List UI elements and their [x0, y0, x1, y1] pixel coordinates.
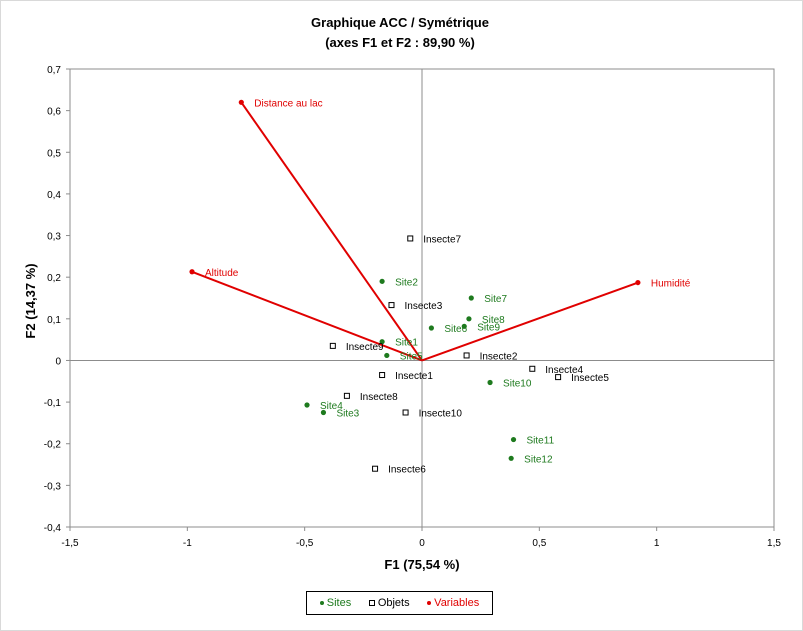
vectors-layer	[191, 101, 639, 362]
site-point-site7	[468, 295, 474, 301]
objet-point-insecte3	[388, 302, 395, 309]
point-label-site7: Site7	[484, 294, 507, 305]
point-label-site11: Site11	[527, 436, 555, 447]
point-label-site3: Site3	[336, 409, 359, 420]
objet-point-insecte7	[407, 235, 414, 242]
x-tick-label: -0,5	[296, 538, 314, 549]
objet-point-insecte10	[402, 409, 409, 416]
y-tick-label: -0,2	[44, 440, 62, 451]
legend-label-objets: Objets	[377, 597, 410, 609]
point-label-insecte6: Insecte6	[388, 465, 426, 476]
site-point-site9	[461, 323, 467, 329]
legend-dot-icon	[319, 601, 324, 605]
vector-distance-au-lac	[240, 101, 423, 362]
site-point-site1	[379, 339, 385, 345]
x-tick-label: 1,5	[767, 538, 781, 549]
point-label-insecte2: Insecte2	[480, 351, 518, 362]
point-label-insecte9: Insecte9	[346, 342, 384, 353]
legend-label-variables: Variables	[434, 597, 480, 609]
ticks-layer: -1,5 -1 -0,5 0 0,5 1 1,5 -0,4 -0,3 -0,2 -0,1 0 0,1 0,…	[44, 65, 782, 549]
legend-item-variables: Variables	[427, 597, 479, 609]
point-label-insecte1: Insecte1	[395, 371, 433, 382]
site-point-site3	[320, 409, 327, 416]
points-layer	[189, 99, 641, 472]
y-tick-label: -0,1	[44, 398, 62, 409]
site-point-site5	[384, 352, 390, 359]
variable-point-distance-au-lac	[238, 99, 244, 105]
y-tick-label: 0,3	[47, 232, 61, 243]
y-tick-label: 0,5	[47, 148, 61, 159]
x-tick-label: 1	[654, 538, 660, 549]
variable-point-altitude	[189, 269, 195, 275]
y-tick-label: 0,4	[47, 190, 61, 201]
objet-point-insecte4	[529, 365, 536, 372]
point-label-insecte8: Insecte8	[360, 392, 398, 403]
x-tick-label: 0	[419, 538, 425, 549]
point-label-site5: Site5	[400, 351, 423, 362]
point-label-insecte10: Insecte10	[419, 409, 463, 420]
point-label-altitude: Altitude	[205, 268, 239, 279]
legend-item-sites: Sites	[319, 597, 352, 609]
objet-point-insecte9	[329, 342, 336, 349]
site-point-site8	[466, 316, 472, 322]
x-tick-label: -1,5	[61, 538, 79, 549]
x-axis-title: F1 (75,54 %)	[384, 557, 459, 572]
y-tick-label: -0,4	[44, 523, 62, 534]
y-tick-label: -0,3	[44, 481, 62, 492]
point-label-site9: Site9	[477, 322, 500, 333]
y-axis-title: F2 (14,37 %)	[23, 263, 38, 338]
site-point-site11	[510, 436, 517, 443]
y-tick-label: 0,1	[47, 315, 61, 326]
site-point-site2	[379, 278, 385, 284]
point-label-site4: Site4	[320, 401, 343, 412]
point-label-distance-au-lac: Distance au lac	[254, 98, 322, 109]
point-label-insecte7: Insecte7	[423, 234, 461, 245]
site-point-site12	[508, 455, 514, 461]
objet-point-insecte2	[463, 352, 470, 359]
legend-item-objets: Objets	[368, 597, 410, 609]
objet-point-insecte8	[343, 392, 350, 399]
point-label-insecte4: Insecte4	[545, 365, 583, 376]
y-tick-label: 0,7	[47, 65, 61, 76]
y-tick-label: 0,2	[47, 273, 61, 284]
legend-square-icon	[368, 600, 375, 606]
point-label-site2: Site2	[395, 277, 418, 288]
point-label-site6: Site6	[444, 324, 467, 335]
vector-altitude	[191, 270, 423, 362]
legend: Sites Objets Variables	[306, 591, 493, 615]
objet-point-insecte6	[372, 465, 379, 472]
legend-dot-icon	[427, 601, 432, 605]
point-label-site12: Site12	[524, 454, 553, 465]
chart-title: Graphique ACC / Symétrique	[311, 15, 489, 30]
point-label-humidit: Humidité	[651, 279, 691, 290]
site-point-site6	[428, 325, 434, 331]
point-label-site8: Site8	[482, 315, 505, 326]
objet-point-insecte5	[555, 374, 562, 381]
x-tick-label: -1	[183, 538, 192, 549]
x-tick-label: 0,5	[532, 538, 546, 549]
vector-humidit	[421, 281, 639, 362]
point-label-site1: Site1	[395, 338, 418, 349]
point-label-insecte3: Insecte3	[404, 301, 442, 312]
legend-label-sites: Sites	[326, 597, 352, 609]
y-tick-label: 0	[55, 356, 61, 367]
objet-point-insecte1	[379, 372, 386, 379]
site-point-site10	[487, 379, 493, 386]
y-tick-label: 0,6	[47, 107, 61, 118]
variable-point-humidit	[635, 279, 641, 286]
site-point-site4	[304, 402, 310, 408]
point-label-insecte5: Insecte5	[571, 373, 609, 384]
point-label-site10: Site10	[503, 379, 532, 390]
chart-subtitle: (axes F1 et F2 : 89,90 %)	[325, 35, 475, 50]
